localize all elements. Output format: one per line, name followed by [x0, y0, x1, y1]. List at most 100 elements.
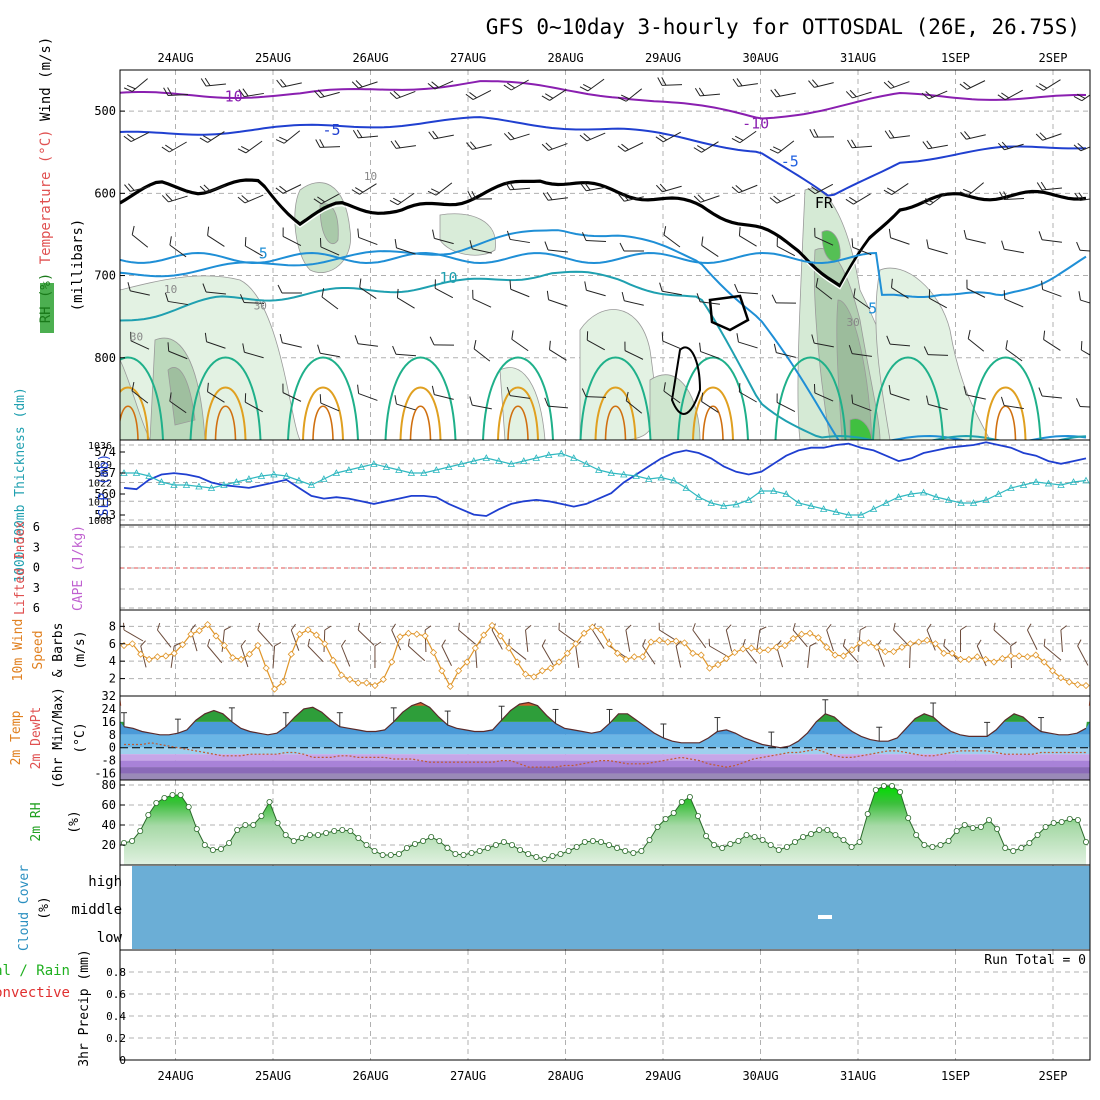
- temp-color-band: [120, 747, 1090, 755]
- wind-speed-point: [354, 679, 362, 687]
- thickness-point: [595, 466, 603, 473]
- thickness-point: [832, 508, 840, 515]
- thickness-point: [395, 466, 403, 473]
- barb-flag: [923, 346, 929, 355]
- rh-point: [589, 838, 596, 845]
- wind-speed-point: [563, 649, 571, 657]
- barb-shaft: [663, 131, 681, 143]
- date-label-top: 1SEP: [941, 51, 970, 65]
- temp-color-band: [120, 734, 1090, 748]
- contour-surface-orange: [302, 386, 344, 440]
- slp-line: [123, 441, 1087, 517]
- rh-point: [541, 856, 548, 863]
- wind-speed-point: [572, 640, 580, 648]
- thickness-point: [670, 476, 678, 484]
- barb-flag: [699, 342, 702, 352]
- rh-point: [759, 837, 766, 844]
- upper-wind-barb: [696, 293, 720, 305]
- barb-flag: [960, 132, 967, 140]
- precip-ylabel-rain: Total / Rain: [0, 963, 70, 979]
- barb-flag: [891, 278, 893, 288]
- rh-point: [905, 815, 912, 822]
- rh-plot: [121, 783, 1090, 865]
- contour-surface-orange-inner: [507, 405, 529, 440]
- barb-flag: [966, 279, 968, 289]
- precip-run-total: Run Total = 0: [984, 953, 1086, 968]
- rh-point: [735, 838, 742, 845]
- upper-wind-barb: [321, 288, 339, 310]
- barb-flag: [926, 239, 929, 249]
- barb-flag: [655, 184, 663, 193]
- thickness-point: [132, 469, 141, 476]
- barb-shaft: [777, 140, 795, 154]
- barb-shaft: [814, 392, 834, 402]
- barb-flag: [579, 134, 588, 142]
- wind-speed-point: [639, 653, 647, 661]
- rh-point: [622, 848, 629, 855]
- barb-shaft: [169, 400, 187, 414]
- barb-flag: [693, 195, 701, 203]
- surface-wind-barb: [625, 624, 632, 652]
- date-label-bottom: 1SEP: [941, 1069, 970, 1083]
- thickness-point: [645, 475, 653, 482]
- pressure-tick: 700: [94, 269, 116, 283]
- barb-flag: [509, 280, 512, 290]
- rh-point: [767, 842, 774, 849]
- barb-shaft: [140, 645, 147, 668]
- surface-wind-barb: [272, 641, 282, 668]
- upper-wind-barb: [853, 288, 871, 310]
- barb-shaft: [321, 296, 339, 310]
- surface-wind-barb: [807, 642, 817, 668]
- barb-shaft: [852, 402, 872, 412]
- barb-shaft: [157, 629, 172, 648]
- barb-flag: [393, 90, 401, 98]
- barb-shaft: [548, 197, 568, 201]
- barb-flag: [1003, 191, 1009, 200]
- barb-flag: [359, 278, 362, 288]
- rh-point: [306, 832, 313, 839]
- rh-point: [436, 838, 443, 845]
- barb-shaft: [1042, 395, 1062, 399]
- barb-shaft: [852, 91, 872, 99]
- upper-wind-barb: [811, 334, 834, 348]
- barb-shaft: [130, 132, 150, 142]
- barb-shaft: [358, 236, 378, 246]
- barb-flag: [888, 228, 892, 238]
- barb-shaft: [244, 92, 264, 98]
- barb-shaft: [700, 301, 720, 305]
- wind-speed-point: [1040, 658, 1048, 666]
- barb-shaft: [441, 645, 452, 666]
- surface-wind-barb: [756, 626, 767, 652]
- barb-flag: [849, 89, 857, 98]
- contour-minus5: [120, 116, 1087, 197]
- barb-flag: [773, 343, 777, 353]
- rh-point: [953, 828, 960, 835]
- temp-ylabel-units: (°C): [73, 722, 88, 753]
- barb-flag: [642, 639, 646, 647]
- barb-shaft: [131, 390, 149, 404]
- wind-speed-point: [488, 621, 496, 630]
- barb-flag: [127, 134, 135, 141]
- upper-wind-barb: [389, 90, 416, 100]
- wind-speed-point: [547, 664, 555, 672]
- rh-point: [751, 834, 758, 841]
- contour-label: 10: [364, 170, 377, 183]
- barb-flag: [926, 395, 929, 405]
- upper-wind-barb: [282, 227, 302, 246]
- barb-flag: [525, 625, 532, 631]
- barb-flag: [506, 230, 511, 240]
- date-label-top: 29AUG: [645, 51, 681, 65]
- barb-flag: [976, 639, 982, 647]
- barb-flag: [921, 92, 930, 100]
- contour-label: 5: [259, 244, 268, 262]
- upper-wind-barb: [389, 192, 415, 206]
- thickness-point: [332, 469, 341, 476]
- surface-wind-barb: [170, 642, 181, 668]
- date-label-top: 24AUG: [157, 51, 193, 65]
- contour-surface-orange: [120, 386, 149, 440]
- barb-flag: [545, 93, 554, 99]
- barb-flag: [792, 622, 796, 631]
- rh-point: [517, 847, 524, 854]
- barb-flag: [888, 384, 891, 394]
- contour-surface-green: [287, 356, 359, 440]
